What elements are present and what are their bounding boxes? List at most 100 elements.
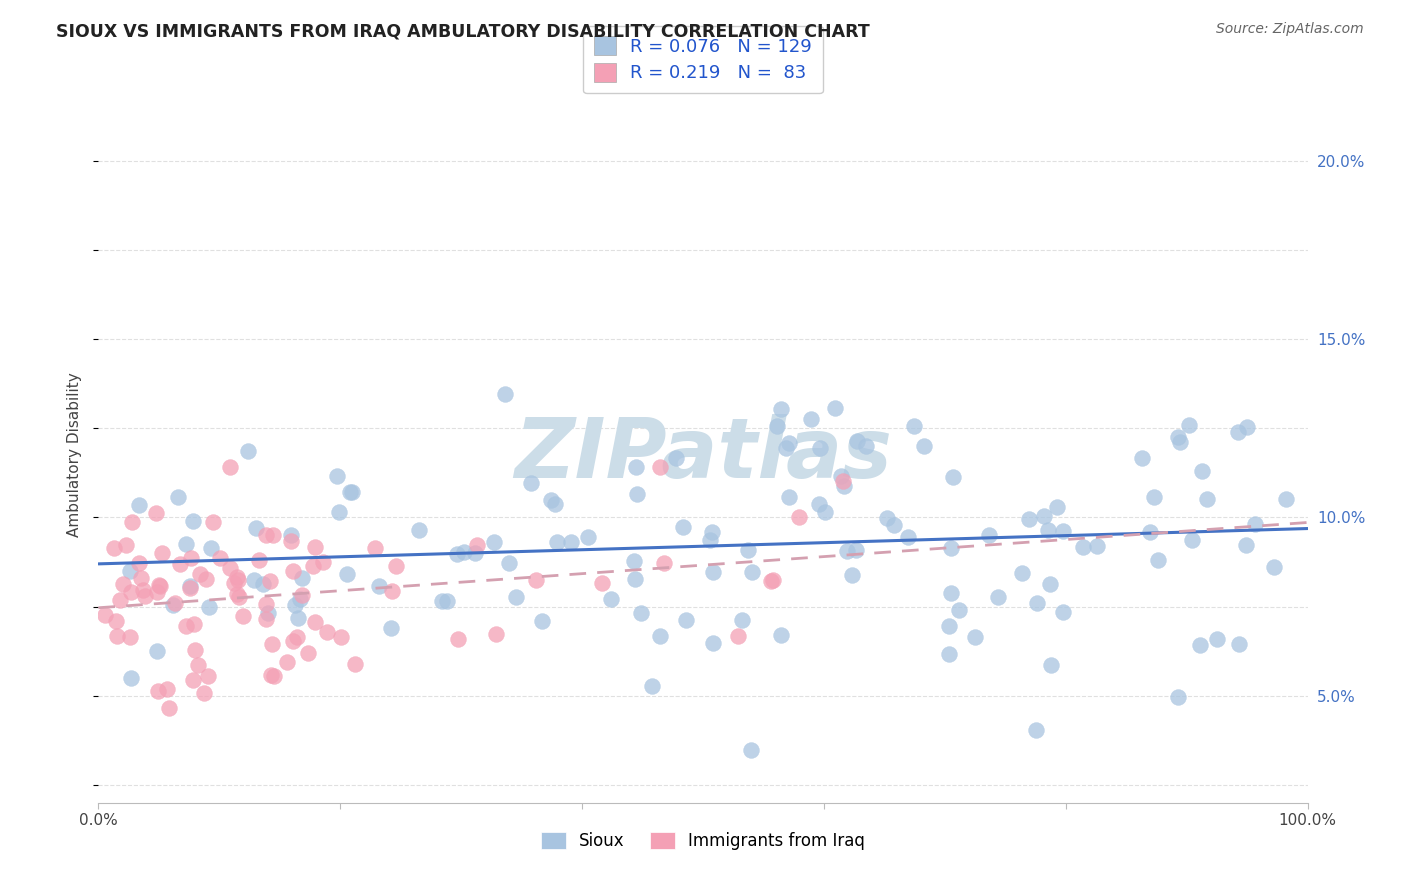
Point bbox=[368, 578, 391, 592]
Point bbox=[290, 571, 312, 585]
Point bbox=[672, 520, 695, 534]
Point bbox=[531, 614, 554, 628]
Point bbox=[903, 418, 925, 433]
Point bbox=[245, 521, 267, 535]
Point bbox=[623, 554, 645, 568]
Point bbox=[814, 505, 837, 519]
Point bbox=[120, 630, 142, 644]
Point bbox=[841, 567, 863, 582]
Point bbox=[226, 570, 249, 584]
Point bbox=[118, 564, 141, 578]
Point bbox=[1188, 638, 1211, 652]
Point bbox=[408, 524, 430, 538]
Point bbox=[600, 592, 623, 607]
Point bbox=[1244, 517, 1267, 532]
Point bbox=[835, 544, 858, 558]
Point bbox=[546, 534, 568, 549]
Point bbox=[1146, 553, 1168, 567]
Point bbox=[775, 442, 797, 456]
Point bbox=[1052, 605, 1074, 619]
Point bbox=[524, 573, 547, 587]
Point bbox=[304, 540, 326, 554]
Point bbox=[232, 609, 254, 624]
Point bbox=[520, 475, 543, 490]
Point bbox=[494, 387, 516, 401]
Point bbox=[252, 577, 274, 591]
Point bbox=[1234, 538, 1257, 552]
Point bbox=[963, 630, 986, 644]
Point bbox=[762, 573, 785, 587]
Point bbox=[108, 593, 131, 607]
Point bbox=[505, 590, 527, 604]
Point bbox=[1085, 540, 1108, 554]
Point bbox=[912, 439, 935, 453]
Point bbox=[1036, 523, 1059, 537]
Point bbox=[1275, 492, 1298, 507]
Point bbox=[115, 538, 138, 552]
Point bbox=[149, 579, 172, 593]
Point bbox=[1039, 576, 1062, 591]
Point bbox=[257, 607, 280, 621]
Point bbox=[201, 516, 224, 530]
Point bbox=[243, 573, 266, 587]
Point bbox=[254, 597, 277, 611]
Point bbox=[800, 412, 823, 426]
Point bbox=[702, 636, 724, 650]
Text: SIOUX VS IMMIGRANTS FROM IRAQ AMBULATORY DISABILITY CORRELATION CHART: SIOUX VS IMMIGRANTS FROM IRAQ AMBULATORY… bbox=[56, 22, 870, 40]
Point bbox=[297, 646, 319, 660]
Point bbox=[1018, 512, 1040, 526]
Point bbox=[498, 556, 520, 570]
Point bbox=[699, 533, 721, 548]
Point bbox=[665, 450, 688, 465]
Point bbox=[778, 490, 800, 504]
Point bbox=[1167, 690, 1189, 704]
Point bbox=[238, 444, 260, 458]
Point bbox=[948, 603, 970, 617]
Point bbox=[845, 434, 868, 448]
Point bbox=[544, 497, 567, 511]
Point bbox=[254, 527, 277, 541]
Point bbox=[484, 535, 506, 549]
Point bbox=[287, 610, 309, 624]
Point bbox=[1046, 500, 1069, 515]
Point bbox=[184, 642, 207, 657]
Point bbox=[1178, 418, 1201, 433]
Point bbox=[1206, 632, 1229, 646]
Point bbox=[1181, 533, 1204, 548]
Point bbox=[226, 573, 249, 587]
Legend: Sioux, Immigrants from Iraq: Sioux, Immigrants from Iraq bbox=[534, 826, 872, 857]
Point bbox=[465, 538, 488, 552]
Point bbox=[179, 579, 201, 593]
Point bbox=[808, 497, 831, 511]
Point bbox=[163, 596, 186, 610]
Point bbox=[381, 583, 404, 598]
Point bbox=[1073, 540, 1095, 554]
Point bbox=[464, 546, 486, 560]
Point bbox=[183, 616, 205, 631]
Point bbox=[247, 552, 270, 566]
Point bbox=[727, 628, 749, 642]
Point bbox=[225, 587, 247, 601]
Point bbox=[340, 485, 363, 500]
Point bbox=[259, 574, 281, 588]
Point bbox=[941, 541, 963, 555]
Point bbox=[179, 581, 201, 595]
Point bbox=[897, 531, 920, 545]
Point bbox=[105, 630, 128, 644]
Point bbox=[641, 679, 664, 693]
Point bbox=[1143, 491, 1166, 505]
Point bbox=[855, 439, 877, 453]
Point bbox=[675, 613, 697, 627]
Point bbox=[156, 681, 179, 696]
Point bbox=[741, 565, 763, 579]
Point bbox=[180, 550, 202, 565]
Point bbox=[630, 606, 652, 620]
Point bbox=[702, 565, 724, 579]
Point bbox=[120, 585, 142, 599]
Point bbox=[111, 576, 134, 591]
Point bbox=[228, 590, 250, 604]
Point bbox=[129, 571, 152, 585]
Point bbox=[737, 542, 759, 557]
Point bbox=[128, 556, 150, 570]
Point bbox=[1139, 524, 1161, 539]
